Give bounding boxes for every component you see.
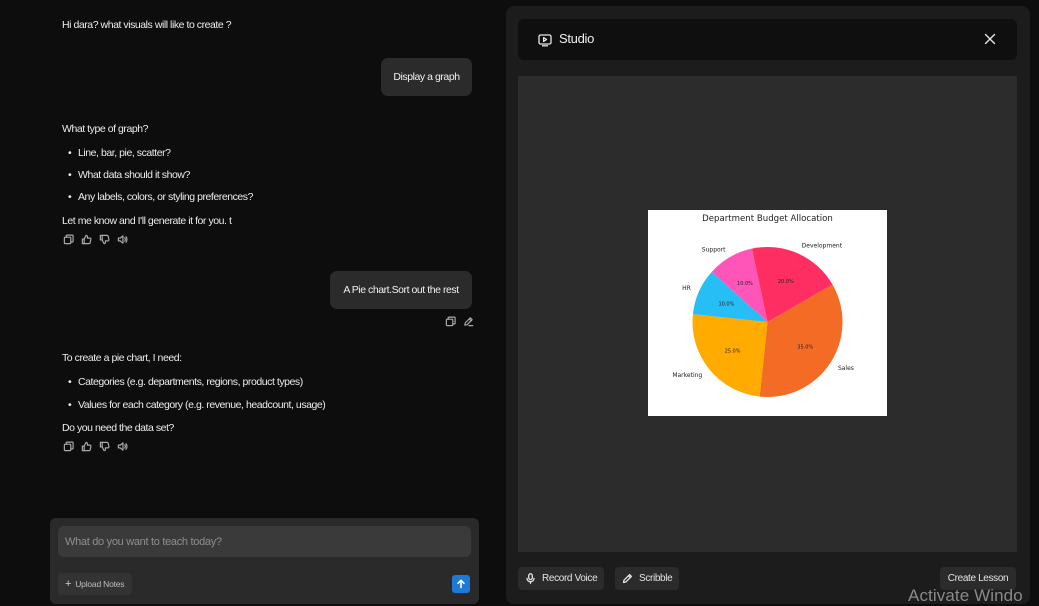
studio-canvas: Department Budget Allocation 35.0% Sales 2… bbox=[518, 76, 1017, 552]
assistant-message-1-outro: Let me know and I'll generate it for you… bbox=[62, 215, 232, 227]
assistant-message-2-intro: To create a pie chart, I need: bbox=[62, 352, 182, 364]
studio-header: Studio bbox=[518, 19, 1017, 60]
pie-value-label: 25.0% bbox=[725, 348, 741, 354]
scribble-button[interactable]: Scribble bbox=[615, 567, 680, 590]
pie-category-label: Sales bbox=[838, 365, 854, 372]
assistant-message-1-bullet: What data should it show? bbox=[68, 169, 190, 181]
assistant-message-1-bullet: Any labels, colors, or styling preferenc… bbox=[68, 191, 253, 203]
copy-icon[interactable] bbox=[62, 440, 74, 452]
studio-panel: Studio Department Budget Allocation 35.0… bbox=[506, 6, 1030, 604]
pie-category-label: HR bbox=[682, 285, 691, 292]
user-message-2: A Pie chart.Sort out the rest bbox=[330, 271, 472, 309]
pie-value-label: 35.0% bbox=[797, 345, 813, 351]
teach-input[interactable] bbox=[58, 526, 471, 557]
assistant-message-1-bullet: Line, bar, pie, scatter? bbox=[68, 147, 171, 159]
studio-title: Studio bbox=[559, 31, 595, 46]
pie-chart: Department Budget Allocation 35.0% Sales 2… bbox=[648, 210, 887, 416]
composer: + Upload Notes bbox=[50, 518, 479, 604]
upload-notes-button[interactable]: + Upload Notes bbox=[58, 573, 133, 595]
create-lesson-button[interactable]: Create Lesson bbox=[940, 567, 1016, 590]
thumbs-down-icon[interactable] bbox=[98, 233, 110, 245]
copy-icon[interactable] bbox=[444, 315, 456, 327]
pie-value-label: 10.0% bbox=[737, 281, 753, 287]
message-actions bbox=[62, 233, 128, 245]
chart-title: Department Budget Allocation bbox=[702, 214, 833, 224]
assistant-message-1-intro: What type of graph? bbox=[62, 123, 149, 135]
speaker-icon[interactable] bbox=[116, 440, 128, 452]
pie-slice-support bbox=[711, 248, 768, 322]
message-actions bbox=[62, 440, 128, 452]
pie-chart-svg: Department Budget Allocation 35.0% Sales 2… bbox=[672, 214, 854, 398]
speaker-icon[interactable] bbox=[116, 233, 128, 245]
record-voice-button[interactable]: Record Voice bbox=[518, 567, 605, 590]
scribble-label: Scribble bbox=[639, 573, 673, 584]
pie-slice-sales bbox=[759, 284, 843, 398]
pie-category-label: Marketing bbox=[672, 372, 702, 379]
pencil-icon bbox=[622, 573, 633, 584]
thumbs-up-icon[interactable] bbox=[80, 233, 92, 245]
pie-category-label: Development bbox=[802, 242, 843, 249]
play-screen-icon bbox=[538, 33, 552, 47]
assistant-greeting: Hi dara? what visuals will like to creat… bbox=[62, 19, 232, 31]
pie-value-label: 20.0% bbox=[778, 279, 794, 285]
upload-notes-label: Upload Notes bbox=[75, 579, 125, 589]
plus-icon: + bbox=[65, 577, 72, 590]
close-icon[interactable] bbox=[983, 32, 997, 46]
thumbs-up-icon[interactable] bbox=[80, 440, 92, 452]
thumbs-down-icon[interactable] bbox=[98, 440, 110, 452]
pie-slice-development bbox=[751, 247, 833, 322]
pie-value-label: 10.0% bbox=[718, 302, 734, 308]
pie-slice-marketing bbox=[692, 314, 768, 397]
assistant-message-2-outro: Do you need the data set? bbox=[62, 422, 174, 434]
pie-slice-hr bbox=[692, 271, 768, 322]
pie-category-label: Support bbox=[702, 246, 726, 253]
user-message-actions bbox=[444, 315, 474, 327]
chat-panel: Hi dara? what visuals will like to creat… bbox=[0, 0, 500, 606]
microphone-icon bbox=[526, 573, 535, 584]
activate-windows-watermark: Activate Windo bbox=[908, 586, 1023, 605]
user-message-1: Display a graph bbox=[381, 58, 472, 96]
edit-icon[interactable] bbox=[462, 315, 474, 327]
record-voice-label: Record Voice bbox=[542, 573, 598, 584]
copy-icon[interactable] bbox=[62, 233, 74, 245]
send-button[interactable] bbox=[452, 575, 470, 593]
assistant-message-2-bullet: Values for each category (e.g. revenue, … bbox=[68, 399, 326, 411]
arrow-up-icon bbox=[457, 579, 465, 589]
assistant-message-2-bullet: Categories (e.g. departments, regions, p… bbox=[68, 376, 303, 388]
